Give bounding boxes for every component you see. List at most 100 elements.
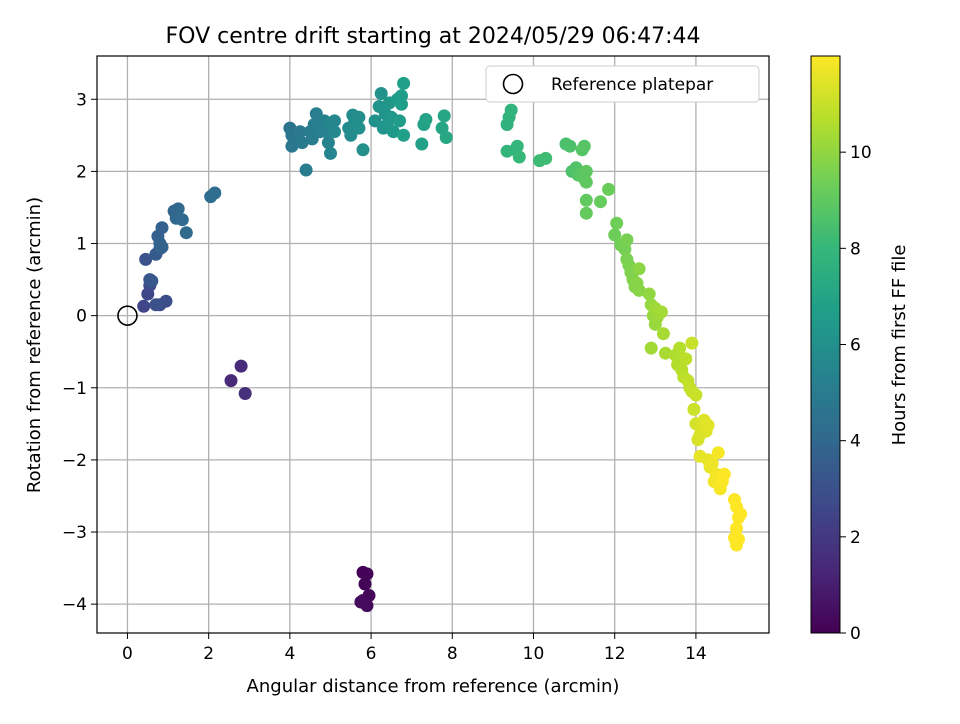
data-point <box>610 216 624 230</box>
data-point <box>717 467 731 481</box>
data-point <box>386 125 400 139</box>
data-point <box>659 346 672 360</box>
colorbar: 0 2 4 6 8 10 Hours from first FF file <box>810 55 910 644</box>
colorbar-gradient <box>810 55 841 634</box>
colorbar-tick-label: 10 <box>850 143 872 163</box>
y-tick-label: 1 <box>76 235 87 255</box>
colorbar-ticks: 0 2 4 6 8 10 <box>840 143 872 644</box>
data-point <box>579 164 593 178</box>
y-axis-label: Rotation from reference (arcmin) <box>24 197 45 493</box>
y-tick-label: −3 <box>62 523 87 543</box>
chart-title: FOV centre drift starting at 2024/05/29 … <box>166 24 701 49</box>
x-axis-ticks: 0 2 4 6 8 10 12 14 <box>122 633 707 664</box>
data-point <box>208 186 222 200</box>
x-tick-label: 10 <box>523 644 545 664</box>
x-tick-label: 4 <box>284 644 295 664</box>
legend-box <box>485 65 760 103</box>
data-point <box>620 233 634 247</box>
data-point <box>608 228 622 242</box>
data-point <box>510 139 524 153</box>
data-point <box>679 352 693 366</box>
colorbar-tick-label: 6 <box>850 336 861 356</box>
data-point <box>155 221 169 235</box>
data-point <box>419 113 433 126</box>
data-point <box>321 136 335 150</box>
data-point <box>654 305 668 319</box>
data-point <box>179 226 193 240</box>
data-point <box>352 121 366 135</box>
data-point <box>689 388 703 402</box>
data-point <box>354 595 368 609</box>
data-point <box>539 151 553 165</box>
data-point <box>563 139 577 153</box>
data-point <box>642 287 656 301</box>
legend: Reference platepar <box>485 65 760 103</box>
plot-frame <box>96 55 770 634</box>
y-tick-label: 2 <box>76 162 87 182</box>
x-tick-label: 2 <box>203 644 214 664</box>
x-tick-label: 6 <box>366 644 377 664</box>
colorbar-tick-label: 8 <box>850 239 861 259</box>
data-point <box>175 213 189 227</box>
data-point <box>155 240 169 254</box>
y-tick-label: −1 <box>62 379 87 399</box>
y-tick-label: 0 <box>76 307 87 327</box>
data-point <box>352 110 366 124</box>
data-point <box>632 262 646 276</box>
data-point <box>687 402 701 416</box>
data-point <box>579 175 593 189</box>
legend-entry-reference: Reference platepar <box>551 75 713 95</box>
data-point <box>238 387 252 400</box>
data-point <box>393 114 406 128</box>
data-point <box>397 128 411 142</box>
data-point <box>149 298 163 312</box>
data-point <box>397 76 411 90</box>
data-point <box>324 146 337 160</box>
data-point <box>512 150 526 164</box>
colorbar-tick-label: 2 <box>850 528 861 548</box>
data-point <box>594 195 607 209</box>
data-point <box>504 103 518 117</box>
data-point <box>360 567 374 581</box>
colorbar-label: Hours from first FF file <box>889 245 910 446</box>
data-point <box>656 327 670 341</box>
reference-marker-layer <box>117 305 138 326</box>
y-tick-label: −4 <box>62 595 87 615</box>
x-tick-label: 14 <box>685 644 707 664</box>
data-point <box>295 136 309 150</box>
data-point <box>439 131 453 144</box>
y-tick-label: 3 <box>76 90 87 110</box>
data-point <box>224 374 238 388</box>
data-point <box>139 252 153 266</box>
data-point <box>234 359 248 373</box>
data-point <box>159 294 173 308</box>
y-tick-label: −2 <box>62 451 87 471</box>
legend-reference-marker-icon <box>502 73 524 95</box>
x-tick-label: 12 <box>604 644 626 664</box>
data-point <box>579 206 593 220</box>
data-point <box>577 139 591 153</box>
data-point <box>395 97 408 111</box>
data-point <box>644 341 658 355</box>
data-point <box>358 577 372 591</box>
x-axis-label: Angular distance from reference (arcmin) <box>247 676 620 697</box>
data-point <box>632 283 646 297</box>
plot-background <box>97 56 769 633</box>
data-point <box>437 109 451 123</box>
data-point <box>374 87 388 100</box>
data-point <box>685 336 699 350</box>
data-point <box>137 299 151 313</box>
data-point <box>602 182 616 196</box>
data-point <box>579 193 593 207</box>
data-point <box>415 137 429 151</box>
y-axis-ticks: −4 −3 −2 −1 0 1 2 3 <box>62 90 97 615</box>
x-tick-label: 0 <box>122 644 133 664</box>
colorbar-tick-label: 0 <box>850 624 861 644</box>
data-point <box>705 457 719 470</box>
data-point <box>293 125 307 139</box>
data-point <box>734 507 748 521</box>
data-point <box>673 341 687 355</box>
data-point <box>145 274 159 288</box>
data-point <box>299 163 313 177</box>
